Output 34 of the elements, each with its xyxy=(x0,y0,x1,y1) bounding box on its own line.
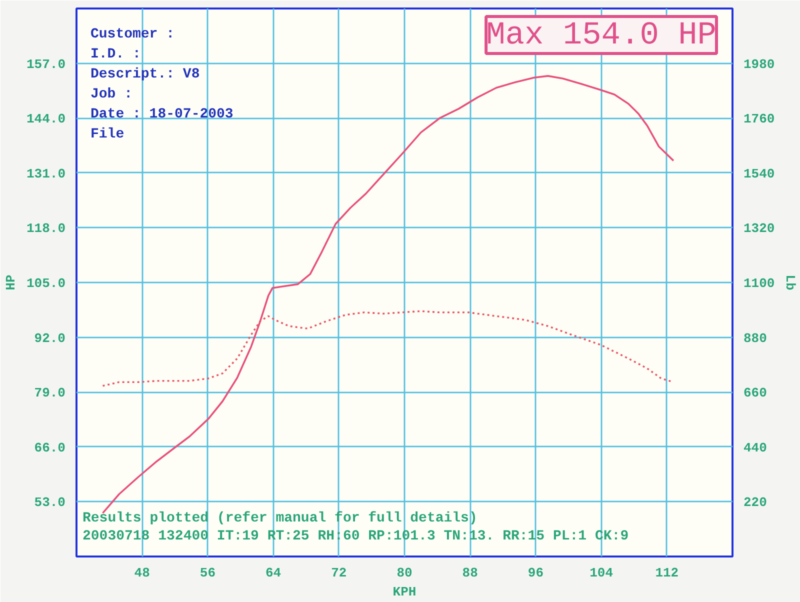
x-tick-label: 88 xyxy=(462,566,478,580)
y-tick-label: 66.0 xyxy=(34,440,66,456)
y-axis-title: HP xyxy=(3,274,18,290)
y2-tick-label: 1980 xyxy=(744,56,775,72)
x-tick-label: 48 xyxy=(134,566,150,580)
y2-tick-label: 440 xyxy=(744,440,768,456)
y-tick-label: 118.0 xyxy=(26,221,66,236)
y2-tick-label: 1760 xyxy=(744,112,775,127)
y-tick-label: 157.0 xyxy=(26,56,66,72)
y2-tick-label: 1320 xyxy=(744,221,775,236)
y-tick-label: 79.0 xyxy=(34,386,66,401)
y-tick-label: 131.0 xyxy=(26,166,66,182)
annotation: Job : xyxy=(90,86,133,102)
y-tick-label: 105.0 xyxy=(26,276,66,291)
chart-title: Max 154.0 HP xyxy=(486,16,716,54)
x-tick-label: 64 xyxy=(266,566,282,580)
annotation: I.D. : xyxy=(90,46,141,62)
y2-axis-title: Lb xyxy=(782,274,798,290)
y2-tick-label: 880 xyxy=(744,330,768,346)
y2-tick-label: 1540 xyxy=(744,166,775,182)
y-tick-label: 144.0 xyxy=(26,112,66,127)
y2-tick-label: 1100 xyxy=(744,276,775,291)
x-tick-label: 104 xyxy=(590,566,614,580)
x-tick-label: 56 xyxy=(200,566,216,580)
x-tick-label: 80 xyxy=(396,566,412,580)
annotation: File xyxy=(90,126,124,142)
y2-tick-label: 660 xyxy=(744,386,768,401)
y-tick-label: 92.0 xyxy=(34,330,66,346)
x-tick-label: 96 xyxy=(528,566,544,580)
y-tick-label: 53.0 xyxy=(34,495,66,510)
y2-tick-label: 220 xyxy=(744,495,768,510)
x-tick-label: 112 xyxy=(655,566,679,580)
x-tick-label: 72 xyxy=(331,566,347,580)
x-axis-title: KPH xyxy=(392,584,416,600)
